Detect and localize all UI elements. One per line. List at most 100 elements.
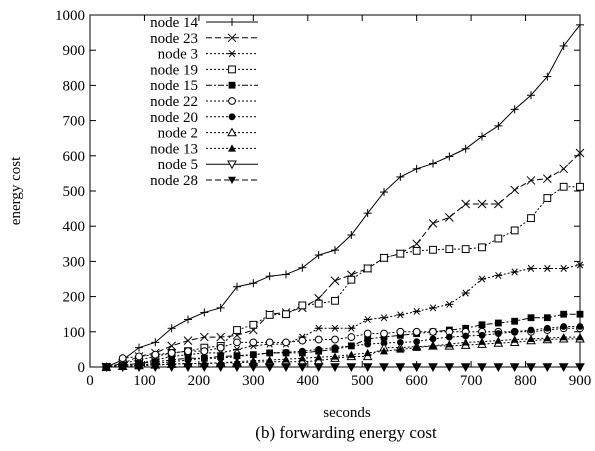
- legend-item: node 28: [150, 173, 258, 189]
- data-point: [331, 246, 339, 255]
- data-point: [184, 315, 192, 324]
- data-point: [298, 363, 307, 371]
- data-point: [347, 324, 356, 332]
- legend-marker: [228, 144, 236, 152]
- data-point: [282, 338, 290, 347]
- data-point: [347, 275, 356, 284]
- data-point: [331, 324, 339, 332]
- x-axis-label: seconds: [323, 405, 371, 421]
- data-point: [478, 331, 486, 339]
- data-point: [118, 363, 127, 371]
- data-point: [282, 363, 290, 371]
- data-point: [412, 363, 421, 371]
- data-point: [429, 327, 437, 336]
- data-point: [494, 121, 503, 130]
- data-point: [249, 320, 258, 329]
- data-point: [494, 330, 502, 337]
- data-point: [478, 363, 486, 371]
- data-point: [151, 338, 160, 347]
- data-point: [167, 324, 176, 333]
- data-point: [216, 332, 226, 342]
- data-point: [363, 329, 372, 338]
- data-point: [380, 314, 388, 322]
- y-tick-label: 500: [63, 184, 86, 200]
- data-point: [494, 363, 503, 371]
- series-line: [122, 327, 580, 359]
- data-point: [396, 345, 405, 353]
- data-point: [478, 321, 486, 329]
- data-point: [510, 105, 519, 114]
- data-point: [543, 264, 552, 272]
- data-point: [526, 176, 536, 185]
- data-point: [429, 304, 437, 312]
- data-point: [494, 234, 503, 243]
- series-line: [106, 336, 580, 368]
- data-point: [543, 363, 552, 371]
- data-point: [118, 354, 127, 363]
- y-tick-label: 800: [63, 78, 86, 94]
- data-point: [331, 296, 339, 305]
- data-point: [494, 336, 503, 344]
- series-line: [106, 326, 580, 368]
- data-point: [510, 226, 519, 235]
- data-point: [429, 335, 437, 343]
- data-point: [200, 354, 208, 362]
- legend-item: node 22: [150, 94, 258, 110]
- y-tick-label: 700: [63, 114, 86, 130]
- data-point: [576, 261, 584, 269]
- data-point: [200, 363, 209, 371]
- data-point: [461, 245, 470, 253]
- data-point: [363, 315, 372, 324]
- series-line: [106, 24, 581, 368]
- data-point: [478, 275, 486, 283]
- x-tick-label: 900: [569, 373, 592, 389]
- legend-item: node 14: [150, 15, 258, 31]
- data-point: [461, 199, 471, 209]
- data-point: [298, 354, 307, 362]
- data-point: [282, 270, 290, 279]
- data-point: [266, 349, 274, 357]
- legend-item: node 2: [158, 126, 258, 142]
- data-point: [265, 363, 274, 371]
- data-point: [233, 338, 241, 347]
- data-point: [364, 340, 372, 348]
- data-point: [429, 159, 437, 168]
- data-point: [380, 188, 388, 197]
- data-point: [184, 363, 192, 371]
- data-point: [527, 326, 535, 334]
- data-point: [396, 172, 405, 181]
- y-axis-label: energy cost: [8, 156, 24, 225]
- data-point: [560, 310, 568, 318]
- data-point: [576, 323, 584, 330]
- data-point: [576, 20, 584, 29]
- data-point: [543, 194, 552, 202]
- data-point: [380, 347, 388, 355]
- data-point: [559, 164, 569, 174]
- chart-caption: (b) forwarding energy cost: [255, 423, 437, 442]
- y-tick-label: 900: [63, 43, 86, 59]
- data-point: [331, 363, 339, 371]
- data-point: [249, 351, 257, 359]
- x-tick-label: 800: [514, 373, 537, 389]
- data-point: [396, 327, 405, 336]
- data-point: [559, 41, 568, 50]
- data-point: [380, 363, 388, 371]
- data-point: [184, 347, 192, 356]
- data-point: [560, 323, 568, 330]
- data-point: [543, 324, 551, 332]
- data-point: [363, 363, 372, 371]
- data-point: [265, 272, 274, 281]
- y-tick-label: 600: [63, 149, 86, 165]
- data-point: [167, 363, 176, 371]
- legend-marker: [228, 113, 236, 121]
- data-point: [380, 329, 388, 338]
- series-line: [106, 186, 580, 368]
- data-point: [233, 282, 241, 291]
- legend-marker: [227, 127, 237, 137]
- y-tick-label: 300: [63, 254, 86, 270]
- data-point: [445, 245, 454, 253]
- data-point: [559, 333, 568, 341]
- data-point: [576, 182, 584, 191]
- data-point: [249, 356, 258, 364]
